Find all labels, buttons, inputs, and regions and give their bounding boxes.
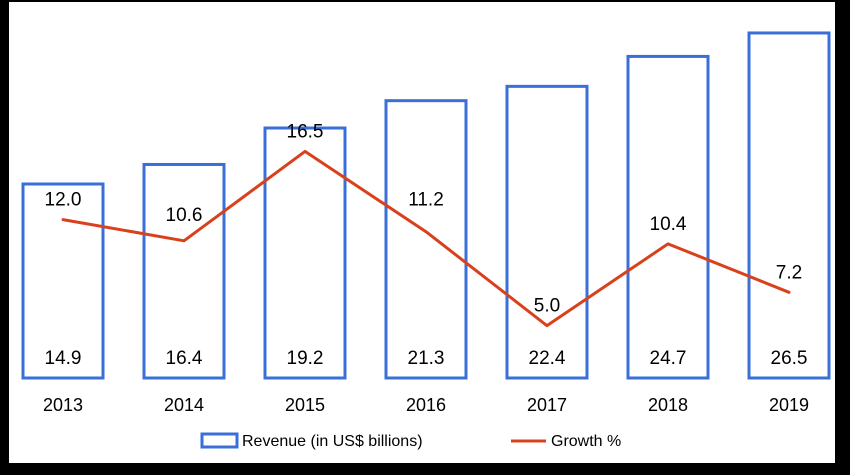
- growth-value-label-2016: 11.2: [408, 190, 444, 211]
- x-tick-label-2014: 2014: [164, 395, 204, 415]
- revenue-bar-labels: 14.9 16.4 19.2 21.3 22.4 24.7 26.5: [45, 348, 808, 369]
- chart-frame: 14.9 16.4 19.2 21.3 22.4 24.7 26.5 12.0 10.6 16.…: [9, 2, 835, 463]
- revenue-value-label-2018: 24.7: [650, 348, 687, 369]
- legend-revenue-swatch: [200, 432, 239, 449]
- growth-value-label-2017: 5.0: [534, 296, 560, 317]
- x-tick-label-2016: 2016: [406, 395, 446, 415]
- growth-value-label-2019: 7.2: [776, 262, 802, 283]
- growth-value-label-2015: 16.5: [287, 121, 324, 142]
- revenue-value-label-2014: 16.4: [166, 348, 203, 369]
- growth-labels: 12.0 10.6 16.5 11.2 5.0 10.4 7.2: [45, 121, 803, 316]
- revenue-bar-2013: [21, 182, 105, 380]
- growth-line-group: [61, 149, 791, 328]
- revenue-bar-2014: [142, 162, 226, 380]
- x-tick-label-2018: 2018: [648, 395, 688, 415]
- revenue-value-label-2015: 19.2: [287, 348, 324, 369]
- revenue-bar-2017: [505, 84, 589, 380]
- legend-growth-label: Growth %: [551, 433, 621, 450]
- growth-value-label-2018: 10.4: [650, 214, 687, 235]
- revenue-value-label-2013: 14.9: [45, 348, 82, 369]
- revenue-value-label-2017: 22.4: [529, 348, 566, 369]
- revenue-bar-2016: [384, 99, 468, 380]
- x-tick-label-2015: 2015: [285, 395, 325, 415]
- legend-revenue-label: Revenue (in US$ billions): [242, 433, 423, 450]
- revenue-bar-2015: [263, 126, 347, 380]
- revenue-value-label-2016: 21.3: [408, 348, 445, 369]
- x-tick-label-2017: 2017: [527, 395, 567, 415]
- revenue-bars: [21, 31, 831, 380]
- growth-value-label-2014: 10.6: [166, 205, 203, 226]
- growth-line: [61, 149, 791, 328]
- x-tick-label-2013: 2013: [43, 395, 83, 415]
- x-tick-label-2019: 2019: [769, 395, 809, 415]
- revenue-value-label-2019: 26.5: [771, 348, 808, 369]
- growth-value-label-2013: 12.0: [45, 190, 82, 211]
- legend: Revenue (in US$ billions) Growth %: [200, 432, 621, 450]
- x-axis-tick-labels: 2013 2014 2015 2016 2017 2018 2019: [43, 395, 809, 415]
- revenue-bar-2019: [747, 31, 831, 380]
- revenue-bar-2018: [626, 54, 710, 380]
- combo-chart: 14.9 16.4 19.2 21.3 22.4 24.7 26.5 12.0 10.6 16.…: [21, 31, 831, 450]
